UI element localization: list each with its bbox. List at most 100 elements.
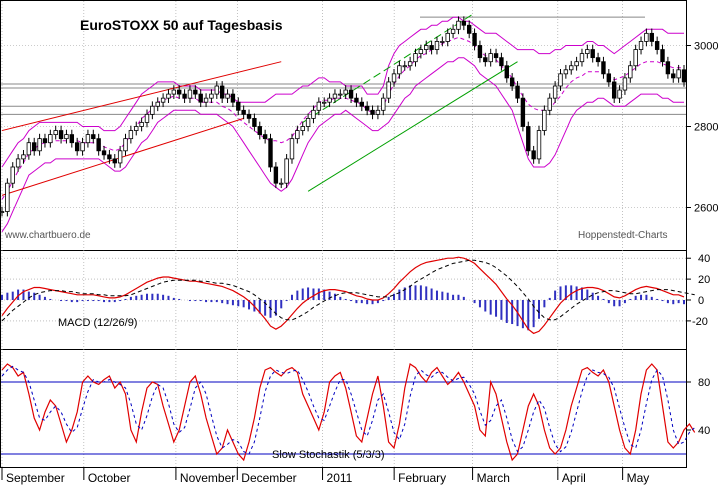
candle-body [327,97,332,103]
macd-tick-label: 40 [698,253,710,265]
candle-body [611,81,617,99]
candle-body [311,109,316,119]
candle-body [574,61,579,67]
candle-body [595,57,601,63]
candle-body [209,93,214,99]
candle-body [638,41,644,50]
candle-body [601,61,606,75]
candle-body [107,154,112,160]
price-tick-label: 3000 [694,41,718,53]
candle-body [203,97,209,103]
month-label: November [180,471,235,485]
macd-signal-line [1,259,695,322]
candle-body [252,118,257,127]
trend-line [1,61,282,132]
candle-body [155,101,160,107]
candle-body [219,85,225,99]
price-panel-frame [0,0,687,251]
candle-body [617,89,622,99]
candle-body [262,134,268,140]
stoch-label: Slow Stochastik (5/3/3) [272,449,385,461]
candle-body [563,69,569,75]
candle-body [364,105,370,111]
candle-body [606,73,612,83]
stoch-layer [1,363,696,462]
candle-body [343,89,348,95]
candle-body [520,97,526,127]
candle-body [32,142,37,152]
candle-body [590,49,595,59]
candle-body [660,49,665,63]
month-label: October [88,471,131,485]
stoch-tick-label: 40 [698,425,710,437]
candle-body [585,49,590,54]
candle-body [268,138,273,168]
candle-body [182,93,187,99]
candle-body [413,53,418,63]
candle-body [542,109,547,131]
candle-body [499,57,504,67]
candle-body [322,101,327,104]
candle-body [289,138,295,160]
candle-body [273,166,279,184]
candle-body [654,41,660,50]
candle-body [332,93,338,99]
candle-body [171,89,177,95]
trend-line [302,12,475,123]
macd-tick-label: 0 [698,295,704,307]
candle-body [316,101,322,111]
candle-body [300,126,305,131]
axis-layer: September October November December 2011 Febr… [1,41,718,485]
bollinger-upper [1,16,684,168]
candle-body [230,93,236,103]
candle-body [504,65,509,79]
candle-body [187,89,193,99]
candle-body [671,73,676,79]
price-tick-label: 2800 [694,122,718,134]
candle-body [123,138,128,152]
candle-body [509,77,515,87]
candle-body [144,113,150,123]
candle-body [493,53,499,59]
candle-body [58,130,64,140]
candle-body [418,49,424,54]
macd-label: MACD (12/26/9) [58,317,137,329]
candle-body [96,138,101,152]
month-label: May [627,471,650,485]
candle-body [21,154,26,160]
candle-body [69,134,75,144]
bollinger-lower [1,57,684,233]
candle-body [225,93,230,99]
candle-body [139,122,144,127]
candle-body [424,45,429,50]
stoch-panel-frame [0,349,687,468]
candle-body [112,158,117,164]
candle-body [85,134,91,144]
macd-line [1,256,685,335]
candle-body [53,130,58,136]
trend-line [307,61,518,192]
candle-body [117,150,123,164]
candle-body [536,130,542,160]
month-label: December [241,471,296,485]
candle-body [569,65,574,71]
candle-body [681,69,687,83]
candle-body [644,32,649,42]
candle-body [279,182,284,185]
price-layer [0,12,687,233]
candle-body [193,89,198,95]
candle-body [48,134,53,144]
macd-tick-label: 20 [698,274,710,286]
candle-body [515,85,520,99]
candle-body [134,126,139,131]
candle-body [407,61,413,67]
candle-body [461,20,467,26]
candle-body [348,89,354,99]
candle-body [622,77,628,91]
candle-body [10,166,15,184]
candle-body [429,45,434,50]
candle-body [579,53,585,63]
candle-body [628,65,633,79]
month-label: 2011 [327,471,353,485]
